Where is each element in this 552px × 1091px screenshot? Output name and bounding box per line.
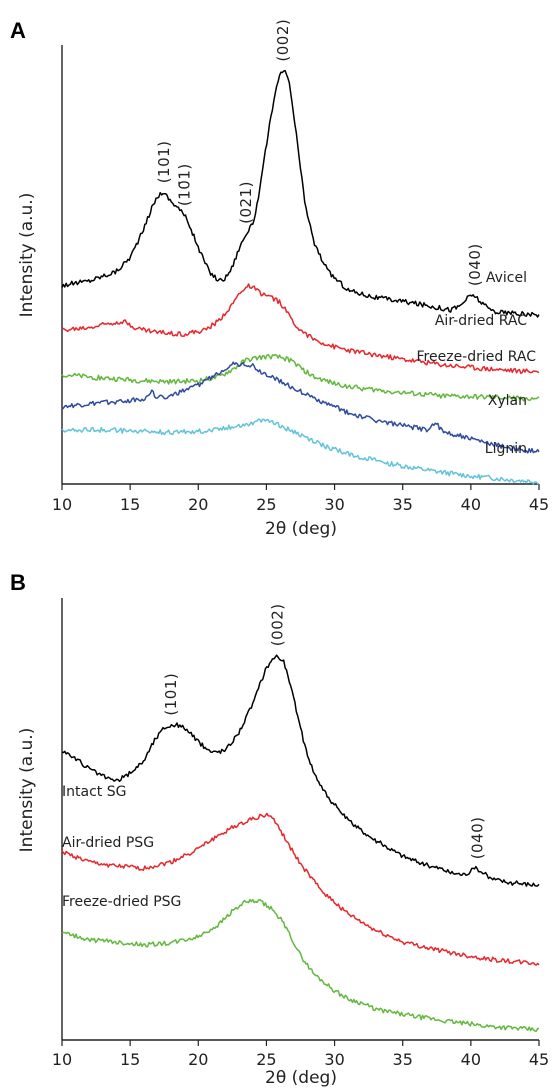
series-line-freeze-dried-rac <box>61 353 540 402</box>
series-label-lignin: Lignin <box>485 441 527 457</box>
x-tick-label-15: 15 <box>120 495 140 514</box>
x-tick-label-45: 45 <box>529 1050 549 1069</box>
peak-label-0: (101) <box>162 673 180 716</box>
x-tick-label-30: 30 <box>324 1050 344 1069</box>
panel-b-peak-labels: (101) (002) (040) <box>162 603 487 859</box>
panel-a-ylabel: Intensity (a.u.) <box>17 193 37 318</box>
peak-label-4: (040) <box>466 243 484 286</box>
panel-a-x-ticks: 10 15 20 25 30 35 40 45 <box>52 484 549 514</box>
x-tick-label-25: 25 <box>256 1050 276 1069</box>
panel-a: A Intensity (a.u.) 10 15 20 25 30 35 40 45 (101… <box>10 18 549 539</box>
x-tick-label-40: 40 <box>461 495 481 514</box>
panel-a-peak-labels: (101)(10̄1) (021) (002) (040) <box>155 19 484 286</box>
peak-label-2: (021) <box>237 181 255 224</box>
panel-a-letter: A <box>10 18 26 43</box>
panel-b-series <box>61 654 540 1033</box>
panel-b-letter: B <box>10 570 26 595</box>
panel-a-xlabel: 2θ (deg) <box>265 519 337 539</box>
series-label-freeze-dried-rac: Freeze-dried RAC <box>417 349 537 365</box>
x-tick-label-10: 10 <box>52 1050 72 1069</box>
series-label-avicel: Avicel <box>486 270 527 286</box>
series-label-air-dried-psg: Air-dried PSG <box>62 835 154 851</box>
x-tick-label-45: 45 <box>529 495 549 514</box>
panel-b-x-ticks: 10 15 20 25 30 35 40 45 <box>52 1040 549 1069</box>
series-line-freeze-dried-psg <box>61 898 540 1033</box>
x-tick-label-35: 35 <box>393 1050 413 1069</box>
series-line-intact-sg <box>61 654 540 887</box>
series-line-air-dried-psg <box>61 812 540 966</box>
x-tick-label-40: 40 <box>461 1050 481 1069</box>
series-line-air-dried-rac <box>61 283 540 375</box>
panel-b-ylabel: Intensity (a.u.) <box>17 728 37 853</box>
x-tick-label-25: 25 <box>256 495 276 514</box>
series-label-intact-sg: Intact SG <box>62 784 126 800</box>
series-label-air-dried-rac: Air-dried RAC <box>435 313 527 329</box>
x-tick-label-30: 30 <box>324 495 344 514</box>
x-tick-label-15: 15 <box>120 1050 140 1069</box>
series-line-avicel <box>61 69 540 318</box>
x-tick-label-20: 20 <box>188 1050 208 1069</box>
peak-label-2: (040) <box>469 816 487 859</box>
series-label-freeze-dried-psg: Freeze-dried PSG <box>62 894 181 910</box>
peak-label-0: (101) <box>155 140 173 183</box>
x-tick-label-35: 35 <box>393 495 413 514</box>
x-tick-label-20: 20 <box>188 495 208 514</box>
peak-label-1: (002) <box>268 603 286 646</box>
panel-a-series <box>61 69 540 485</box>
series-line-lignin <box>61 418 540 485</box>
peak-label-1: (10̄1) <box>176 163 194 206</box>
panel-b-xlabel: 2θ (deg) <box>265 1068 337 1088</box>
peak-label-3: (002) <box>274 19 292 62</box>
series-line-xylan <box>61 361 540 454</box>
x-tick-label-10: 10 <box>52 495 72 514</box>
panel-b: B Intensity (a.u.) 10 15 20 25 30 35 40 45 (101… <box>10 570 549 1088</box>
series-label-xylan: Xylan <box>488 393 527 409</box>
